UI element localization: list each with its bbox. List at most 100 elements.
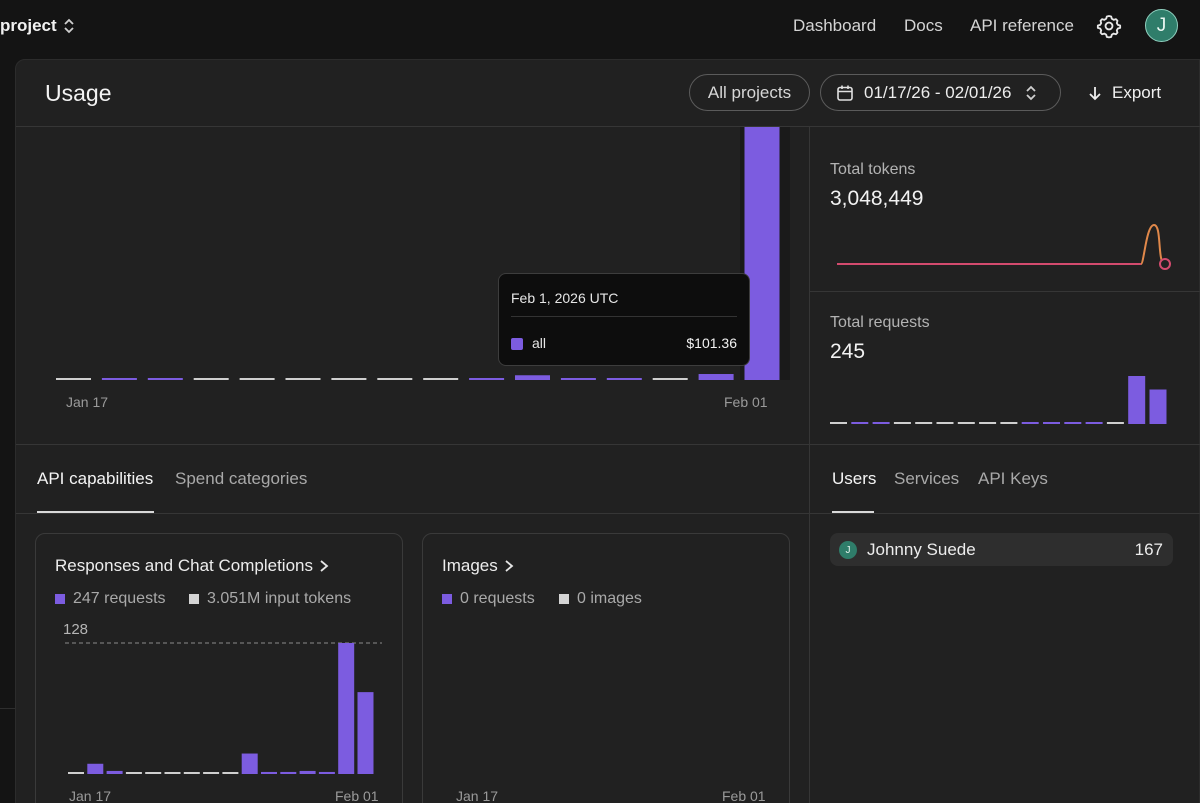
avatar[interactable]: J (1145, 9, 1178, 42)
tab-spend-categories[interactable]: Spend categories (175, 469, 308, 488)
series-point (1159, 258, 1171, 270)
top-bar: project Dashboard Docs API reference J (0, 0, 1200, 58)
bar (56, 378, 91, 380)
x-tick-label: Jan 17 (69, 788, 112, 803)
export-label: Export (1112, 83, 1162, 102)
bar (241, 753, 258, 774)
bar (830, 422, 847, 424)
project-selector[interactable]: project (0, 16, 75, 36)
bar (1021, 422, 1039, 424)
divider (16, 444, 1200, 445)
tab-users[interactable]: Users (832, 469, 877, 488)
bar (145, 772, 162, 774)
bar (147, 378, 183, 380)
chart-tooltip: Feb 1, 2026 UTC all $101.36 (498, 273, 750, 366)
chevron-right-icon (505, 560, 514, 572)
tab-underline (37, 511, 154, 513)
x-tick-label: Jan 17 (66, 394, 109, 410)
chevron-up-down-icon (1026, 85, 1037, 100)
divider (0, 708, 15, 709)
series-swatch (442, 594, 452, 604)
total-requests-label: Total requests (830, 314, 930, 331)
bar (68, 772, 84, 774)
bar (872, 422, 890, 424)
bar (331, 378, 367, 380)
bar (280, 771, 297, 774)
bar (222, 772, 239, 774)
series-swatch (55, 594, 65, 604)
bar (299, 770, 316, 774)
spend-chart (56, 127, 790, 380)
bar (377, 378, 413, 380)
bar (357, 692, 374, 774)
y-max-label: 128 (63, 621, 89, 638)
divider (16, 513, 1200, 514)
user-row[interactable]: J Johnny Suede 167 (830, 533, 1173, 566)
user-name: Johnny Suede (867, 540, 976, 559)
bar (1106, 422, 1124, 424)
tooltip-value: $101.36 (686, 335, 737, 351)
nav-dashboard[interactable]: Dashboard (793, 16, 877, 35)
bar (338, 643, 355, 774)
bar (261, 771, 277, 774)
date-range-label: 01/17/26 - 02/01/26 (864, 82, 1012, 102)
bar (1064, 422, 1082, 424)
bar (851, 422, 869, 424)
series-swatch (511, 338, 523, 350)
x-tick-label: Feb 01 (722, 788, 766, 803)
bar (101, 378, 137, 380)
tooltip-date: Feb 1, 2026 UTC (511, 290, 619, 306)
requests-chart (830, 376, 1167, 424)
bar (87, 763, 104, 774)
series-swatch (189, 594, 199, 604)
chevron-up-down-icon (64, 18, 74, 34)
legend-images: 0 images (559, 590, 642, 608)
bar (125, 772, 142, 774)
bar (1043, 422, 1060, 424)
images-card[interactable] (422, 533, 790, 803)
all-projects-filter[interactable]: All projects (689, 74, 810, 111)
export-button[interactable]: Export (1088, 83, 1161, 103)
x-tick-label: Feb 01 (724, 394, 768, 410)
x-tick-label: Jan 17 (456, 788, 499, 803)
nav-docs[interactable]: Docs (904, 16, 943, 35)
bar (698, 374, 734, 380)
nav-api-reference[interactable]: API reference (970, 16, 1074, 35)
tab-api-keys[interactable]: API Keys (978, 469, 1048, 488)
avatar-letter: J (1156, 14, 1167, 36)
total-tokens-value: 3,048,449 (830, 187, 924, 210)
user-initial: J (845, 544, 851, 556)
divider (16, 126, 1200, 127)
bar (893, 422, 911, 424)
bar (164, 772, 181, 774)
date-range-picker[interactable]: 01/17/26 - 02/01/26 (820, 74, 1061, 111)
tab-services[interactable]: Services (894, 469, 960, 488)
bar (1085, 422, 1103, 424)
bar (183, 772, 200, 774)
series-line (1139, 223, 1166, 265)
bar (193, 378, 229, 380)
tooltip-series: all (532, 335, 547, 351)
total-tokens-label: Total tokens (830, 161, 916, 178)
arrow-down-icon (1089, 87, 1101, 101)
divider (511, 316, 737, 317)
responses-card-title[interactable]: Responses and Chat Completions (55, 556, 329, 576)
bar (203, 772, 220, 774)
calendar-icon (837, 85, 853, 101)
responses-chart (65, 642, 382, 774)
user-count: 167 (1134, 540, 1163, 559)
project-label: project (0, 16, 57, 35)
images-card-title[interactable]: Images (442, 556, 514, 576)
bar (515, 375, 550, 380)
bar (1000, 422, 1018, 424)
gear-icon[interactable] (1096, 13, 1122, 39)
tokens-sparkline (837, 223, 1171, 270)
chevron-right-icon (320, 560, 329, 572)
page-title: Usage (45, 80, 112, 106)
tab-api-capabilities[interactable]: API capabilities (37, 469, 154, 488)
legend-requests-label: 247 requests (73, 590, 166, 607)
legend-tokens: 3.051M input tokens (189, 590, 351, 608)
responses-title-label: Responses and Chat Completions (55, 556, 313, 575)
bar (239, 378, 275, 380)
series-swatch (559, 594, 569, 604)
